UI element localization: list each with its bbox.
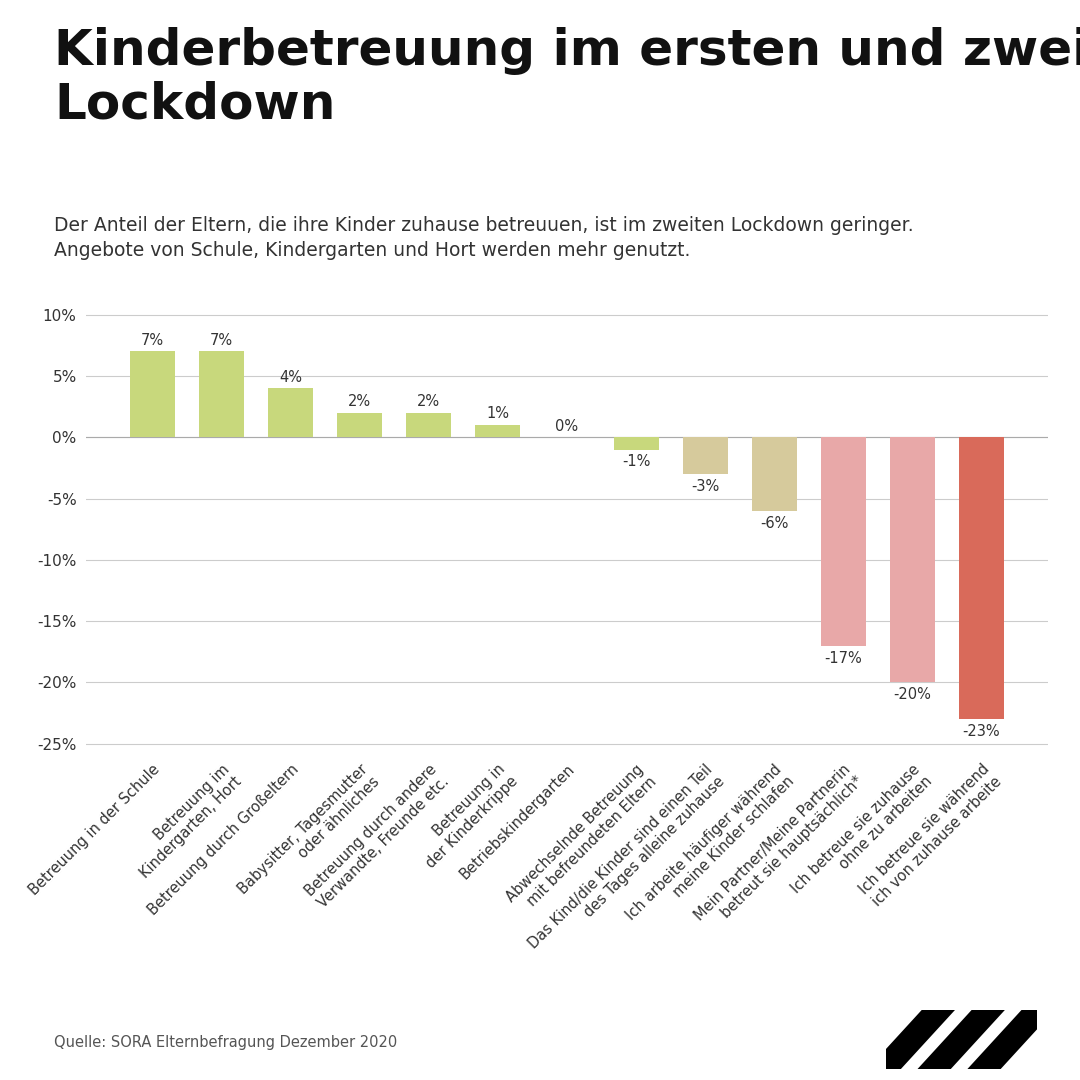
Bar [268,388,313,437]
Bar [475,426,521,437]
Text: Betreuung im
Kindergarten, Hort: Betreuung im Kindergarten, Hort [125,761,244,881]
Text: Betreuung in der Schule: Betreuung in der Schule [27,761,163,897]
Bar [752,437,797,511]
Text: Betreuung durch andere
Verwandte, Freunde etc.: Betreuung durch andere Verwandte, Freund… [302,761,451,910]
Text: 1%: 1% [486,406,510,421]
Text: -23%: -23% [962,724,1000,739]
Polygon shape [917,1010,1005,1069]
Text: 7%: 7% [141,333,164,348]
Text: Ich betreue sie zuhause
ohne zu arbeiten: Ich betreue sie zuhause ohne zu arbeiten [788,761,935,908]
Text: 2%: 2% [417,394,441,409]
Bar [890,437,935,683]
Text: -1%: -1% [622,455,650,470]
Text: Betreuung in
der Kinderkrippe: Betreuung in der Kinderkrippe [411,761,521,872]
Text: Das Kind/die Kinder sind einen Teil
des Tages alleine zuhause: Das Kind/die Kinder sind einen Teil des … [526,761,728,963]
Text: -6%: -6% [760,516,788,530]
Text: 4%: 4% [280,369,302,384]
Text: Abwechselnde Betreuung
mit befreundeten Eltern: Abwechselnde Betreuung mit befreundeten … [503,761,659,917]
Text: Betreuung durch Großeltern: Betreuung durch Großeltern [145,761,301,918]
Text: Mein Partner/Meine Partnerin
betreut sie hauptsächlich*: Mein Partner/Meine Partnerin betreut sie… [692,761,866,935]
Text: -3%: -3% [691,478,719,494]
Bar [337,413,382,437]
Text: Der Anteil der Eltern, die ihre Kinder zuhause betreuuen, ist im zweiten Lockdow: Der Anteil der Eltern, die ihre Kinder z… [54,216,914,260]
Bar [683,437,728,474]
Text: Kinderbetreuung im ersten und zweiten
Lockdown: Kinderbetreuung im ersten und zweiten Lo… [54,27,1080,129]
Bar [199,351,244,437]
Text: Quelle: SORA Elternbefragung Dezember 2020: Quelle: SORA Elternbefragung Dezember 20… [54,1035,397,1050]
Text: Ich betreue sie während
ich von zuhause arbeite: Ich betreue sie während ich von zuhause … [856,761,1004,909]
Polygon shape [867,1010,955,1069]
Text: Babysitter, Tagesmutter
oder ähnliches: Babysitter, Tagesmutter oder ähnliches [235,761,382,909]
Bar [406,413,451,437]
Bar [613,437,659,449]
Text: 7%: 7% [210,333,233,348]
Bar [959,437,1004,719]
Text: 0%: 0% [555,419,579,433]
Text: Ich arbeite häufiger während
meine Kinder schlafen: Ich arbeite häufiger während meine Kinde… [624,761,797,935]
Bar [130,351,175,437]
Text: Betriebskindergarten: Betriebskindergarten [457,761,578,882]
Text: 2%: 2% [348,394,372,409]
Polygon shape [968,1010,1055,1069]
Text: -20%: -20% [893,687,931,702]
Text: -17%: -17% [824,650,862,665]
Bar [821,437,866,646]
